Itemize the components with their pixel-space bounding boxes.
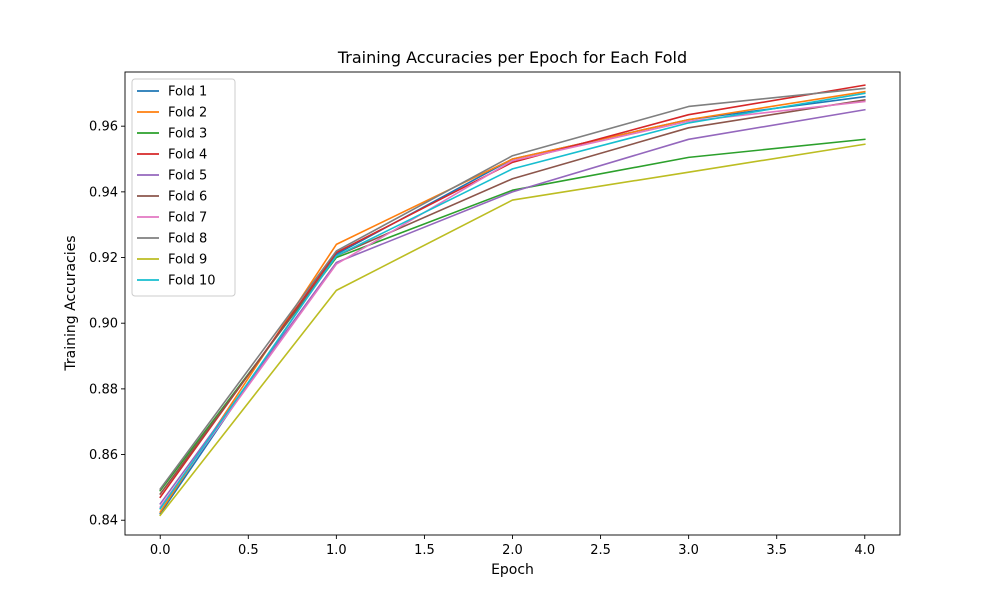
series-line-fold-6 bbox=[159, 98, 866, 496]
legend-label-fold-8: Fold 8 bbox=[168, 232, 207, 247]
legend-label-fold-1: Fold 1 bbox=[168, 85, 207, 100]
x-tick-label: 3.0 bbox=[678, 543, 699, 558]
series-line-fold-5 bbox=[159, 108, 866, 505]
legend-label-fold-9: Fold 9 bbox=[168, 253, 207, 268]
chart-title: Training Accuracies per Epoch for Each F… bbox=[337, 48, 687, 67]
y-tick-label: 0.92 bbox=[89, 251, 118, 266]
series-line-fold-7 bbox=[159, 100, 866, 509]
legend-label-fold-10: Fold 10 bbox=[168, 274, 216, 289]
y-tick-label: 0.88 bbox=[89, 382, 118, 397]
legend-label-fold-6: Fold 6 bbox=[168, 190, 207, 205]
plot-area: 0.0 0.5 1.0 1.5 2.0 2.5 3.0 3.5 4.0 0.84 0.86 0.88 0… bbox=[89, 71, 901, 558]
x-tick-label: 1.0 bbox=[326, 543, 347, 558]
y-tick-label: 0.96 bbox=[89, 120, 118, 135]
x-tick-label: 4.0 bbox=[854, 543, 875, 558]
y-tick-label: 0.86 bbox=[89, 448, 118, 463]
legend-label-fold-2: Fold 2 bbox=[168, 106, 207, 121]
legend-label-fold-5: Fold 5 bbox=[168, 169, 207, 184]
legend-label-fold-7: Fold 7 bbox=[168, 211, 207, 226]
x-axis-label: Epoch bbox=[491, 562, 534, 578]
y-tick-label: 0.94 bbox=[89, 185, 118, 200]
y-axis-label: Training Accuracies bbox=[63, 235, 79, 371]
series-line-fold-10 bbox=[159, 92, 866, 510]
x-tick-label: 3.5 bbox=[766, 543, 787, 558]
x-tick-label: 2.5 bbox=[590, 543, 611, 558]
series-line-fold-9 bbox=[159, 143, 866, 517]
series-line-fold-8 bbox=[159, 87, 866, 491]
y-tick-label: 0.84 bbox=[89, 514, 118, 529]
y-tick-label: 0.90 bbox=[89, 317, 118, 332]
x-tick-label: 2.0 bbox=[502, 543, 523, 558]
x-tick-label: 1.5 bbox=[414, 543, 435, 558]
x-tick-label: 0.0 bbox=[150, 543, 171, 558]
x-tick-label: 0.5 bbox=[238, 543, 259, 558]
legend-label-fold-3: Fold 3 bbox=[168, 127, 207, 142]
legend-label-fold-4: Fold 4 bbox=[168, 148, 207, 163]
